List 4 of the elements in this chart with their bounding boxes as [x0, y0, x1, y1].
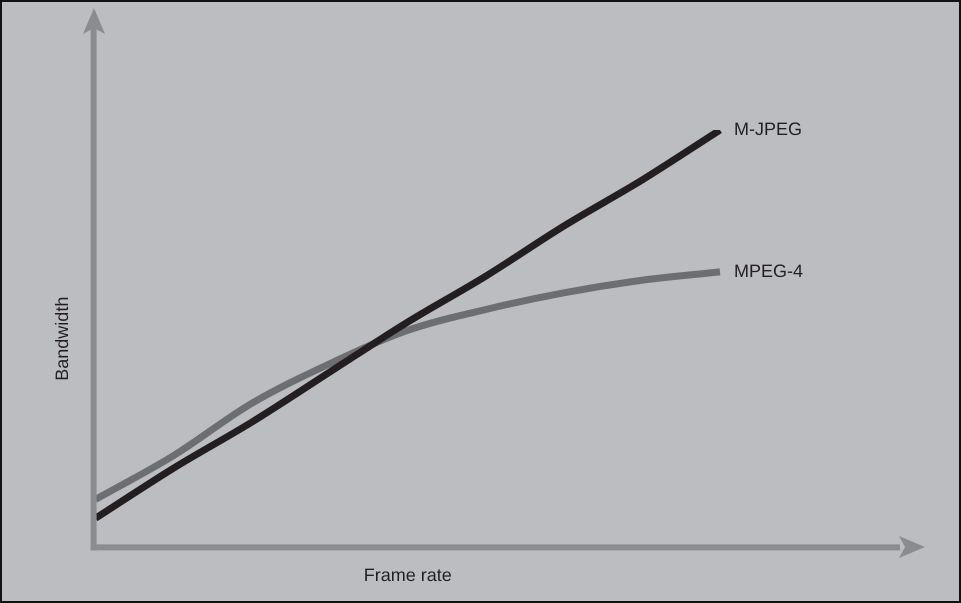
series-label: M-JPEG — [734, 118, 802, 139]
x-axis-title: Frame rate — [364, 565, 452, 586]
series-label: MPEG-4 — [734, 260, 804, 281]
y-axis-title: Bandwidth — [52, 296, 72, 381]
